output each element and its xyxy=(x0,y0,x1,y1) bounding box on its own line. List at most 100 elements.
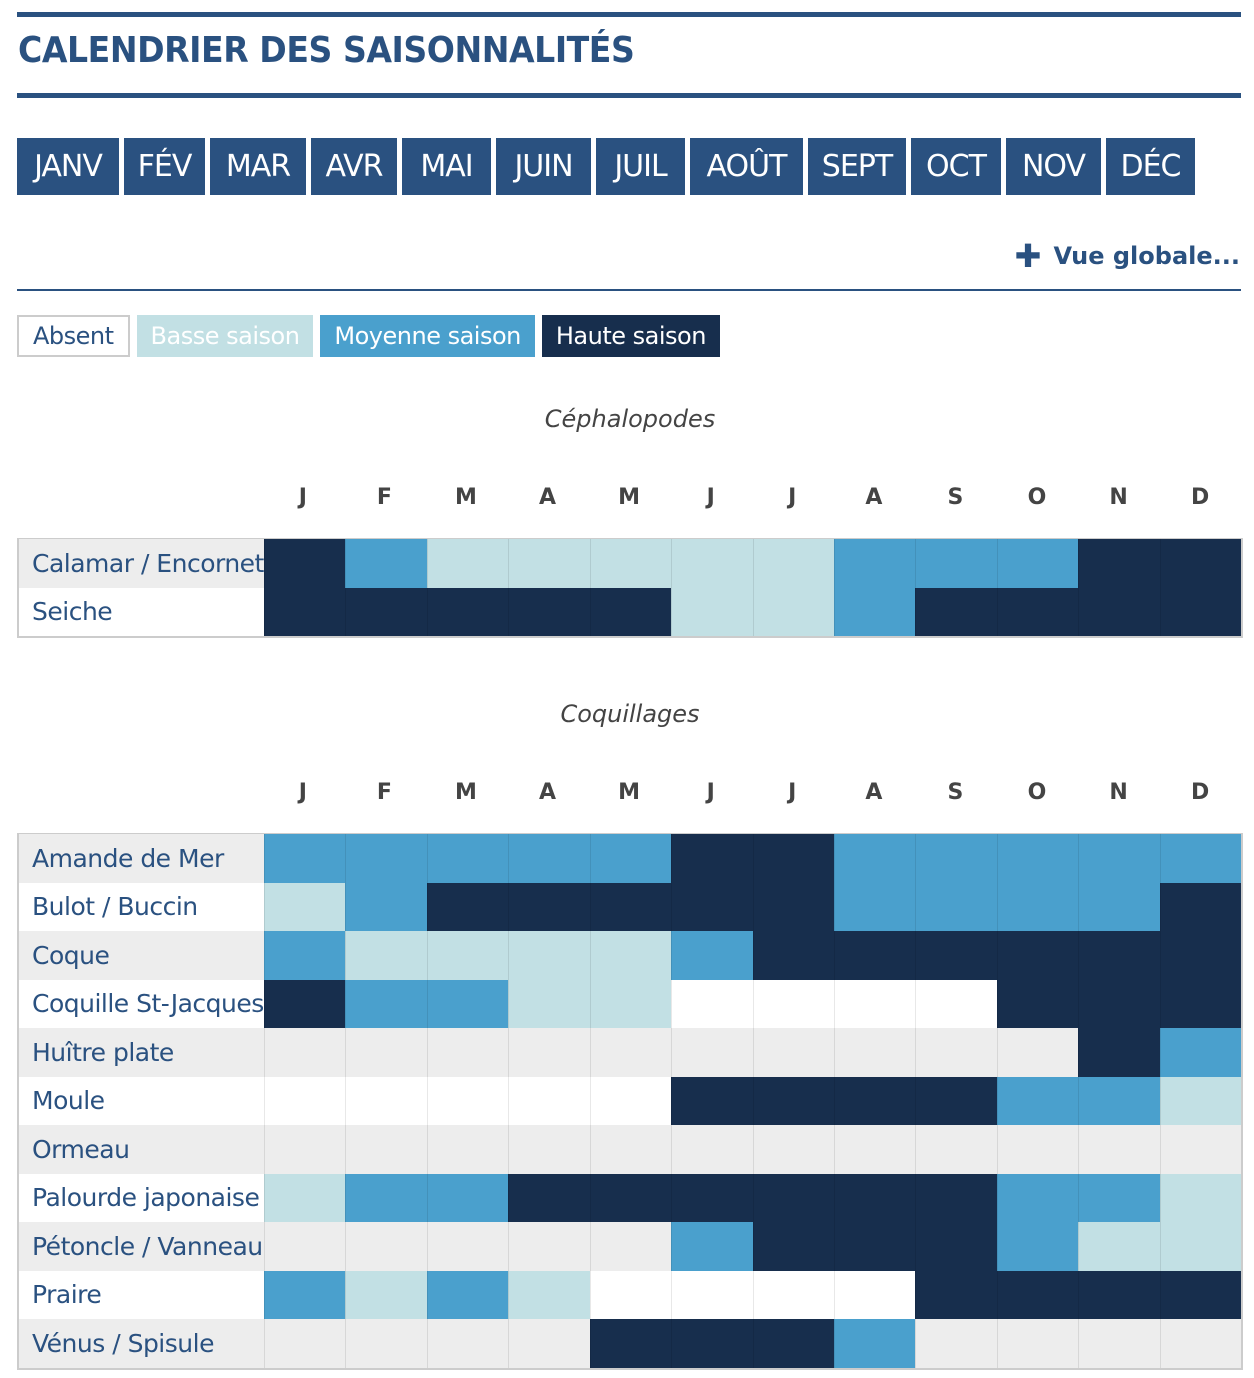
month-button-10[interactable]: NOV xyxy=(1006,138,1101,195)
season-cell xyxy=(508,834,590,883)
season-cell xyxy=(508,1173,590,1222)
season-cell xyxy=(426,1076,508,1125)
season-cell xyxy=(833,1173,916,1222)
season-cell xyxy=(508,1319,589,1368)
month-initial: M xyxy=(618,780,641,805)
month-initial: F xyxy=(376,780,392,805)
species-name[interactable]: Moule xyxy=(32,1086,105,1116)
season-cell xyxy=(508,587,590,636)
season-cell xyxy=(264,931,346,980)
table-row: Huître plate xyxy=(19,1028,1242,1077)
legend-item-3: Haute saison xyxy=(541,315,720,357)
season-cell xyxy=(752,1173,834,1222)
month-initial: S xyxy=(947,485,964,510)
table-row: Palourde japonaise xyxy=(19,1173,1242,1222)
species-name[interactable]: Pétoncle / Vanneau xyxy=(32,1231,263,1261)
season-cell xyxy=(915,931,997,980)
month-initial: J xyxy=(706,485,715,510)
season-cell xyxy=(345,931,427,980)
month-button-8[interactable]: SEPT xyxy=(808,138,906,195)
species-name[interactable]: Calamar / Encornet xyxy=(32,548,264,578)
season-cell xyxy=(426,931,509,980)
species-name[interactable]: Coquille St-Jacques xyxy=(32,989,264,1019)
season-cell xyxy=(426,1222,508,1271)
season-cell xyxy=(915,587,997,636)
season-cell xyxy=(915,882,997,931)
season-cell xyxy=(752,979,834,1028)
season-cell xyxy=(671,1173,753,1222)
page-title: CALENDRIER DES SAISONNALITÉS xyxy=(18,30,635,71)
season-cell xyxy=(1159,1270,1242,1319)
season-cell xyxy=(996,1222,1079,1271)
season-cell xyxy=(833,882,916,931)
season-cell xyxy=(833,834,916,883)
season-cell xyxy=(671,882,753,931)
month-button-3[interactable]: AVR xyxy=(311,138,397,195)
species-name[interactable]: Ormeau xyxy=(32,1134,130,1164)
season-cell xyxy=(996,1076,1079,1125)
season-cell xyxy=(426,1028,508,1077)
season-cell xyxy=(996,539,1079,588)
month-button-0[interactable]: JANV xyxy=(17,138,119,195)
table-row: Ormeau xyxy=(19,1125,1241,1174)
season-cell xyxy=(1078,1125,1159,1174)
season-cell xyxy=(1159,587,1242,636)
month-button-2[interactable]: MAR xyxy=(210,138,306,195)
season-cell xyxy=(345,1028,426,1077)
species-name[interactable]: Huître plate xyxy=(32,1037,174,1067)
season-cell xyxy=(833,1319,916,1368)
month-initial: D xyxy=(1191,485,1210,510)
season-cell xyxy=(752,1319,834,1368)
season-cell xyxy=(915,1222,997,1271)
plus-icon: ✚ xyxy=(1014,237,1042,275)
month-initial: A xyxy=(539,485,557,510)
month-button-4[interactable]: MAI xyxy=(402,138,491,195)
season-cell xyxy=(1159,1222,1242,1271)
season-cell xyxy=(671,1270,752,1319)
season-cell xyxy=(671,1222,753,1271)
month-initial: M xyxy=(618,485,641,510)
species-name[interactable]: Bulot / Buccin xyxy=(32,892,198,922)
species-name[interactable]: Palourde japonaise xyxy=(32,1183,260,1213)
season-cell xyxy=(345,587,427,636)
season-cell xyxy=(996,882,1079,931)
season-cell xyxy=(915,1028,996,1077)
species-name[interactable]: Coque xyxy=(32,940,110,970)
season-cell xyxy=(996,1270,1079,1319)
season-cell xyxy=(833,1270,915,1319)
month-button-11[interactable]: DÉC xyxy=(1106,138,1195,195)
season-cell xyxy=(589,979,672,1028)
month-button-1[interactable]: FÉV xyxy=(124,138,205,195)
season-cell xyxy=(671,1076,753,1125)
table-row: Coquille St-Jacques xyxy=(19,979,1242,1028)
month-button-5[interactable]: JUIN xyxy=(496,138,591,195)
table-row: Amande de Mer xyxy=(19,834,1242,883)
month-initial: J xyxy=(298,780,307,805)
top-rule xyxy=(17,12,1241,17)
season-cell xyxy=(589,1222,671,1271)
month-button-9[interactable]: OCT xyxy=(911,138,1001,195)
month-initial: N xyxy=(1109,485,1128,510)
season-cell xyxy=(996,1173,1079,1222)
season-cell xyxy=(345,1270,427,1319)
season-cell xyxy=(1078,1076,1160,1125)
season-cell xyxy=(1159,1076,1242,1125)
month-button-6[interactable]: JUIL xyxy=(596,138,685,195)
season-cell xyxy=(508,1125,589,1174)
season-cell xyxy=(426,1125,508,1174)
season-cell xyxy=(1078,539,1160,588)
species-name[interactable]: Amande de Mer xyxy=(32,843,224,873)
species-name[interactable]: Seiche xyxy=(32,597,113,627)
vue-globale-label: Vue globale... xyxy=(1053,242,1240,270)
season-cell xyxy=(1159,931,1242,980)
month-initial: J xyxy=(706,780,715,805)
season-cell xyxy=(1078,1173,1160,1222)
season-cell xyxy=(915,1125,996,1174)
season-cell xyxy=(1159,1173,1242,1222)
vue-globale-link[interactable]: ✚ Vue globale... xyxy=(1015,240,1240,272)
season-cell xyxy=(345,1173,427,1222)
month-button-7[interactable]: AOÛT xyxy=(690,138,803,195)
species-name[interactable]: Praire xyxy=(32,1280,102,1310)
species-name[interactable]: Vénus / Spisule xyxy=(32,1328,214,1358)
